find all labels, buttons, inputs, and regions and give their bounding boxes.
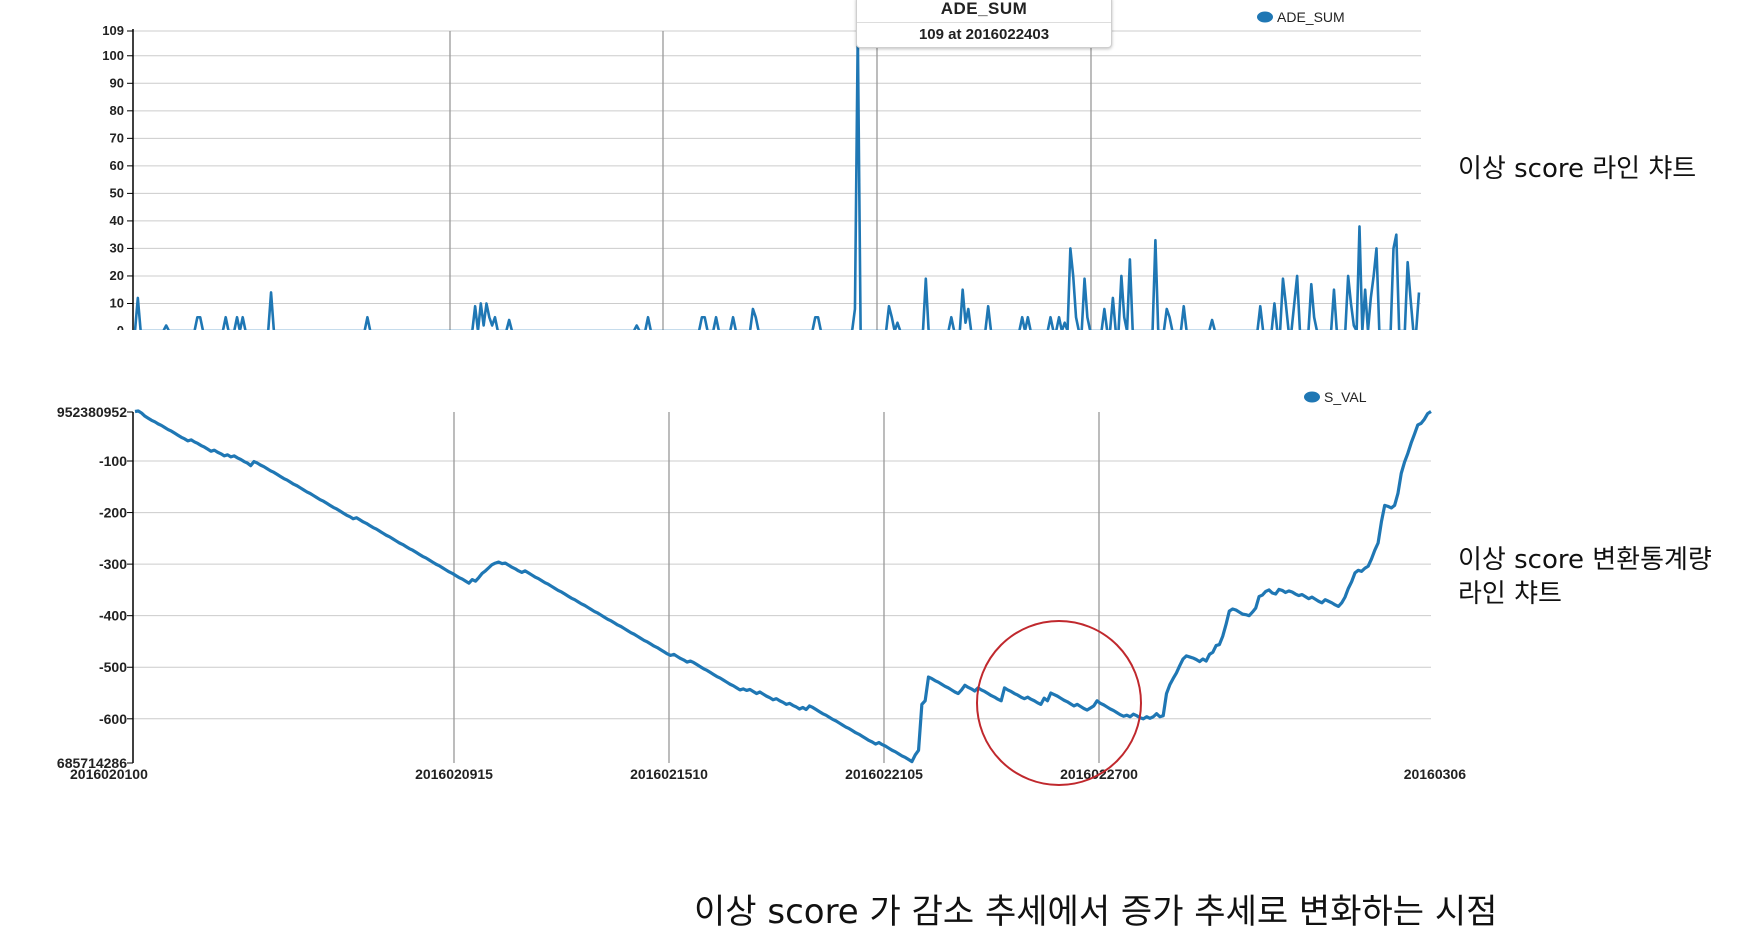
ade-sum-y-ticks: 0 10 20 30 40 50 60 70 80 90 100 109 xyxy=(102,23,124,330)
trend-change-annotation-circle xyxy=(976,620,1142,786)
tooltip-value: 109 at 2016022403 xyxy=(918,26,1050,43)
trend-change-caption: 이상 score 가 감소 추세에서 증가 추세로 변화하는 시점 xyxy=(694,892,1498,932)
ade-sum-y-tick-label: 10 xyxy=(110,295,124,310)
s-val-chart: 685714286 -600 -500 -400 -300 -200 -100 9523809… xyxy=(57,389,1466,786)
ade-sum-y-tick-label: 109 xyxy=(102,23,124,38)
bottom-chart-note: 이상 score 변환통계량 라인 챠트 xyxy=(1458,543,1712,611)
ade-sum-chart: 0102030405060708090100109 20160201002016… xyxy=(102,9,1421,330)
s-val-axes xyxy=(127,411,134,764)
ade-sum-legend-marker xyxy=(1257,11,1273,23)
s-val-grid xyxy=(133,412,1431,763)
s-val-legend-marker xyxy=(1304,391,1320,403)
s-val-x-tick-label: 2016021510 xyxy=(630,766,708,782)
s-val-series-line xyxy=(134,409,1432,764)
s-val-x-tick-label: 2016020100 xyxy=(70,766,148,782)
ade-sum-legend-label: ADE_SUM xyxy=(1277,9,1345,25)
s-val-y-tick-label: 952380952 xyxy=(57,404,127,420)
s-val-y-tick-label: -300 xyxy=(99,556,127,572)
data-point-tooltip: ADE_SUM 109 at 2016022403 xyxy=(856,0,1112,48)
tooltip-title: ADE_SUM xyxy=(857,0,1111,23)
s-val-y-tick-label: -100 xyxy=(99,453,127,469)
s-val-x-tick-label: 20160306 xyxy=(1404,766,1467,782)
s-val-y-tick-label: -200 xyxy=(99,505,127,521)
ade-sum-y-tick-label: 70 xyxy=(110,130,124,145)
s-val-y-tick-label: -400 xyxy=(99,608,127,624)
ade-sum-y-tick-label: 0 xyxy=(117,323,124,330)
s-val-x-tick-label: 2016020915 xyxy=(415,766,493,782)
s-val-x-ticks: 2016020100 2016020915 2016021510 2016022105… xyxy=(70,766,1466,782)
top-chart-note: 이상 score 라인 챠트 xyxy=(1458,154,1697,184)
s-val-legend-label: S_VAL xyxy=(1324,389,1367,405)
ade-sum-legend: ADE_SUM xyxy=(1257,9,1345,25)
s-val-legend: S_VAL xyxy=(1304,389,1367,405)
ade-sum-axes xyxy=(127,29,134,330)
ade-sum-y-tick-label: 80 xyxy=(110,103,124,118)
ade-sum-y-tick-label: 30 xyxy=(110,240,124,255)
s-val-x-tick-label: 2016022105 xyxy=(845,766,923,782)
s-val-y-tick-label: -600 xyxy=(99,711,127,727)
bottom-chart-note-line1: 이상 score 변환통계량 xyxy=(1458,545,1712,575)
ade-sum-y-tick-label: 90 xyxy=(110,75,124,90)
s-val-y-tick-label: 685714286 xyxy=(57,755,127,771)
ade-sum-y-tick-label: 50 xyxy=(110,185,124,200)
ade-sum-y-tick-label: 20 xyxy=(110,268,124,283)
s-val-y-ticks: 685714286 -600 -500 -400 -300 -200 -100 9523809… xyxy=(57,404,127,771)
s-val-y-tick-label: -500 xyxy=(99,659,127,675)
ade-sum-grid xyxy=(133,30,1421,330)
ade-sum-y-tick-label: 100 xyxy=(102,48,124,63)
ade-sum-y-tick-label: 40 xyxy=(110,213,124,228)
bottom-chart-note-line2: 라인 챠트 xyxy=(1458,579,1562,609)
ade-sum-y-tick-label: 60 xyxy=(110,158,124,173)
